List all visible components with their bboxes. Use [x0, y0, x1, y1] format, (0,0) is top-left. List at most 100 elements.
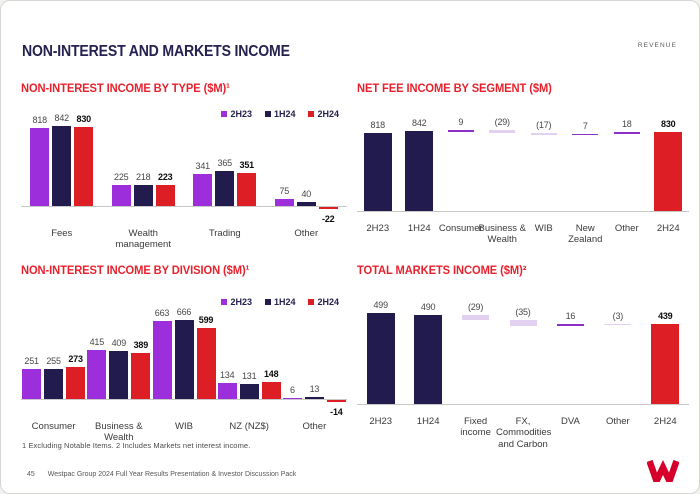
legend-label: 2H23 — [230, 297, 252, 307]
bar — [217, 383, 237, 399]
chart-plot-net-fee: 818 2H23 842 1H24 9 Consumer (29) Business & We… — [357, 81, 689, 257]
bar — [405, 131, 434, 211]
bar-value-label: 842 — [54, 113, 70, 123]
x-axis-line — [357, 404, 689, 405]
delta-marker — [509, 320, 537, 327]
bar-value-label: 599 — [198, 315, 214, 326]
category-label: Business & Wealth — [95, 421, 143, 444]
bar — [30, 128, 50, 206]
category-label: WIB — [534, 223, 553, 234]
category-label: Other — [614, 223, 639, 234]
bar — [414, 314, 443, 404]
category-label: WIB — [175, 421, 193, 432]
category-label: Trading — [208, 228, 241, 239]
legend-label: 1H24 — [273, 297, 296, 307]
bar — [363, 133, 392, 211]
category-label: 2H24 — [656, 223, 680, 234]
legend-item: 1H24 — [264, 109, 295, 119]
bar — [155, 184, 175, 206]
chart-plot-by-division: 251 255 273 Consumer 415 409 389 Business & Wea… — [21, 263, 347, 449]
bar-value-label: 131 — [241, 370, 257, 381]
bar-value-label: 40 — [301, 189, 312, 200]
panel-noninterest-by-type: NON-INTEREST INCOME BY TYPE ($M)¹ 2H23 1… — [21, 81, 347, 257]
bar-value-label: 351 — [239, 159, 255, 170]
bar — [296, 202, 316, 206]
bar — [133, 185, 153, 206]
bar-value-label: 818 — [32, 115, 48, 126]
bar-value-label: 365 — [217, 158, 233, 169]
bar — [366, 313, 395, 404]
x-axis-line — [21, 206, 347, 207]
bar — [261, 381, 281, 399]
bar-value-label: 255 — [46, 355, 61, 366]
bar-value-label: 666 — [176, 307, 192, 318]
delta-value-label: (35) — [515, 307, 531, 318]
bar — [44, 368, 64, 399]
chart-title-by-type: NON-INTEREST INCOME BY TYPE ($M)¹ — [21, 81, 230, 95]
delta-marker — [447, 130, 474, 132]
bar — [52, 126, 72, 206]
bar — [196, 328, 216, 399]
footer-text: Westpac Group 2024 Full Year Results Pre… — [47, 471, 297, 478]
bar — [239, 383, 259, 399]
bar — [131, 353, 151, 399]
category-label: 1H24 — [416, 416, 440, 427]
footnote: 1 Excluding Notable Items. 2 Includes Ma… — [22, 441, 251, 450]
bar — [237, 172, 257, 206]
panel-noninterest-by-division: NON-INTEREST INCOME BY DIVISION ($M)¹ 2H… — [21, 263, 347, 449]
bar — [651, 324, 680, 404]
category-label: New Zealand — [568, 223, 603, 246]
chart-title-net-fee: NET FEE INCOME BY SEGMENT ($M) — [357, 81, 552, 95]
bar-value-label: 134 — [219, 370, 235, 381]
bar-value-label: 273 — [68, 353, 83, 364]
legend-item: 2H23 — [221, 109, 252, 119]
bar-value-label: 415 — [89, 337, 105, 348]
bar-value-label: -14 — [330, 406, 343, 417]
bar-value-label: 818 — [370, 120, 386, 131]
bar-value-label: 218 — [136, 172, 151, 183]
bar-value-label: 225 — [114, 171, 129, 182]
bar — [66, 366, 86, 399]
page-number: 45 — [27, 471, 35, 478]
category-label: NZ (NZ$) — [229, 421, 269, 432]
category-label: Other — [302, 421, 327, 432]
section-tag: REVENUE — [637, 42, 677, 49]
delta-marker — [556, 323, 584, 327]
legend-by-division: 2H23 1H24 2H24 — [221, 297, 339, 307]
bar — [304, 397, 324, 399]
legend-swatch-2h24 — [308, 299, 315, 305]
category-label: DVA — [561, 416, 580, 427]
bar-value-label: 409 — [111, 337, 127, 348]
bar-value-label: 251 — [24, 356, 39, 367]
legend-swatch-2h23 — [221, 299, 228, 305]
legend-label: 2H24 — [317, 297, 339, 307]
category-label: Consumer — [438, 223, 483, 234]
panel-net-fee-by-segment: NET FEE INCOME BY SEGMENT ($M) 818 2H23 84… — [357, 81, 689, 257]
chart-plot-total-markets: 499 2H23 490 1H24 (29) Fixed income (35) FX, Co… — [357, 263, 689, 450]
category-label: Other — [605, 416, 630, 427]
legend-item: 2H24 — [308, 109, 339, 119]
x-axis-line — [21, 399, 347, 400]
page-title: NON-INTEREST AND MARKETS INCOME — [22, 42, 290, 60]
legend-swatch-2h23 — [221, 111, 228, 117]
westpac-logo — [647, 460, 679, 482]
bar — [215, 171, 235, 206]
bar-value-label: 223 — [158, 171, 173, 182]
bar-value-label: 842 — [412, 118, 427, 128]
bar — [22, 369, 42, 399]
bar-value-label: 148 — [263, 368, 279, 379]
bar-value-label: 439 — [658, 311, 673, 322]
legend-swatch-1h24 — [264, 299, 271, 305]
legend-swatch-1h24 — [264, 111, 271, 117]
panel-total-markets: TOTAL MARKETS INCOME ($M)² 499 2H23 490 1H2… — [357, 263, 689, 450]
category-label: Business & Wealth — [478, 223, 527, 246]
delta-marker — [530, 132, 557, 135]
bar-value-label: 6 — [289, 384, 295, 395]
bar-value-label: 75 — [279, 185, 290, 196]
bar-value-label: 830 — [76, 114, 92, 125]
category-label: Fixed income — [460, 416, 491, 439]
bar — [74, 127, 94, 206]
bar — [193, 173, 213, 206]
delta-value-label: (3) — [612, 310, 624, 321]
